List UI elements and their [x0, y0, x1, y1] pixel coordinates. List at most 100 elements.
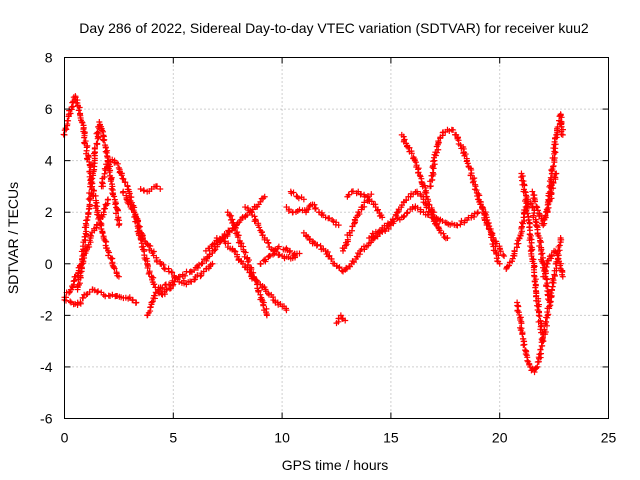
- data-point: [93, 199, 100, 206]
- data-point: [149, 298, 156, 305]
- x-axis-label: GPS time / hours: [282, 457, 389, 473]
- data-point: [505, 262, 512, 269]
- data-point: [144, 264, 151, 271]
- data-point: [94, 129, 101, 136]
- data-point: [147, 242, 154, 249]
- data-point: [312, 205, 319, 212]
- y-axis-label: SDTVAR / TECUs: [5, 182, 21, 294]
- series-arc-d: [61, 196, 112, 301]
- series-arc-f: [119, 188, 216, 288]
- data-point: [103, 161, 110, 168]
- x-tick-label: 0: [61, 430, 69, 446]
- data-point: [528, 253, 535, 260]
- data-point: [77, 299, 84, 306]
- data-point: [403, 197, 410, 204]
- data-point: [545, 204, 552, 211]
- data-point: [83, 291, 90, 298]
- data-point: [546, 303, 553, 310]
- data-point: [368, 191, 375, 198]
- y-tick-labels: -6 -4 -2 0 2 4 6 8: [40, 50, 53, 427]
- data-point: [394, 209, 401, 216]
- data-point: [197, 273, 204, 280]
- data-point: [519, 331, 526, 338]
- data-point: [146, 269, 153, 276]
- data-point: [296, 206, 303, 213]
- data-point: [93, 221, 100, 228]
- data-point: [521, 217, 528, 224]
- data-point: [110, 264, 117, 271]
- data-point: [474, 196, 481, 203]
- data-point: [519, 181, 526, 188]
- y-tick-label: 4: [45, 153, 53, 169]
- data-point: [258, 229, 265, 236]
- data-point: [427, 183, 434, 190]
- series-arc-p: [300, 221, 394, 275]
- data-point: [422, 200, 429, 207]
- series-arc-ad: [529, 170, 560, 229]
- chart-title: Day 286 of 2022, Sidereal Day-to-day VTE…: [79, 20, 589, 36]
- data-point: [86, 158, 93, 165]
- data-point: [338, 267, 345, 274]
- series-arc-s: [344, 188, 375, 201]
- data-point: [118, 172, 125, 179]
- data-point: [99, 230, 106, 237]
- data-point: [133, 299, 140, 306]
- data-point: [314, 241, 321, 248]
- data-point: [554, 252, 561, 259]
- data-point: [132, 211, 139, 218]
- data-point: [154, 183, 161, 190]
- data-point: [123, 196, 130, 203]
- data-point: [232, 224, 239, 231]
- data-point: [433, 222, 440, 229]
- data-point: [209, 260, 216, 267]
- data-point: [87, 164, 94, 171]
- data-point: [533, 365, 540, 372]
- data-point: [87, 195, 94, 202]
- data-point: [231, 247, 238, 254]
- data-point: [535, 298, 542, 305]
- data-point: [531, 263, 538, 270]
- data-point: [112, 201, 119, 208]
- data-point: [548, 290, 555, 297]
- data-point: [450, 126, 457, 133]
- series-arc-m: [242, 204, 303, 262]
- data-point: [311, 201, 318, 208]
- x-tick-label: 20: [492, 430, 508, 446]
- data-point: [497, 248, 504, 255]
- data-point: [213, 235, 220, 241]
- data-point: [379, 214, 386, 221]
- data-point: [440, 230, 447, 237]
- data-point: [350, 188, 357, 195]
- data-point: [444, 235, 451, 241]
- data-point: [136, 223, 143, 230]
- data-point: [375, 228, 382, 235]
- data-point: [295, 195, 302, 202]
- data-point: [515, 303, 522, 310]
- data-point: [342, 317, 349, 324]
- data-point: [559, 273, 566, 280]
- data-point: [409, 204, 416, 211]
- data-point: [99, 127, 106, 134]
- data-point: [88, 232, 95, 239]
- data-point: [226, 228, 233, 235]
- data-point: [408, 150, 415, 157]
- plot-frame: [64, 57, 609, 419]
- data-point: [336, 264, 343, 271]
- data-point: [80, 295, 87, 302]
- data-point: [257, 260, 264, 267]
- data-point: [306, 236, 313, 243]
- series-arc-w: [387, 188, 440, 229]
- data-point: [111, 193, 118, 200]
- data-point: [67, 298, 74, 305]
- data-point: [85, 196, 92, 203]
- series-arc-q: [333, 312, 349, 327]
- data-point: [454, 222, 461, 229]
- data-point: [474, 210, 481, 217]
- data-point: [531, 278, 538, 285]
- data-point: [129, 205, 136, 212]
- data-point: [538, 251, 545, 258]
- data-point: [106, 249, 113, 256]
- data-point: [287, 247, 294, 254]
- data-point: [156, 290, 163, 297]
